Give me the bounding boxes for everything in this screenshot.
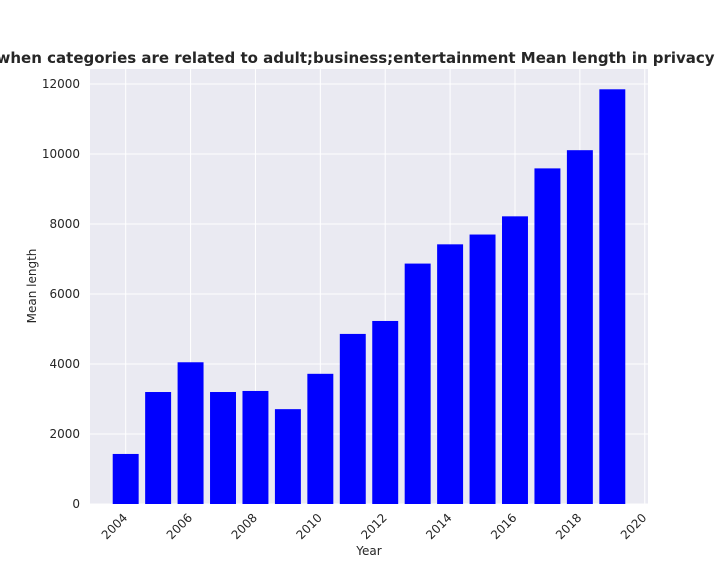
- bar: [274, 409, 301, 504]
- bar: [566, 150, 593, 504]
- x-tick-label: 2018: [553, 511, 584, 542]
- y-tick-label: 4000: [49, 357, 80, 371]
- bar: [339, 333, 366, 504]
- x-tick-labels: 2004 2006 2008 2010 2012 2014 2016 2018 2020: [99, 511, 650, 542]
- bar: [404, 263, 431, 504]
- bars: [112, 89, 626, 505]
- bar: [307, 373, 334, 504]
- x-axis-label: Year: [355, 544, 381, 558]
- bar: [112, 453, 139, 504]
- bar: [437, 244, 464, 505]
- x-tick-label: 2012: [358, 511, 389, 542]
- y-tick-labels: 0 2000 4000 6000 8000 10000 12000: [42, 77, 80, 511]
- y-tick-label: 8000: [49, 217, 80, 231]
- bar: [502, 216, 528, 504]
- bar: [599, 89, 626, 504]
- x-tick-label: 2006: [164, 511, 195, 542]
- bar: [242, 390, 269, 504]
- x-tick-label: 2004: [99, 511, 130, 542]
- x-tick-label: 2016: [488, 511, 519, 542]
- plot-background: [90, 69, 648, 504]
- y-axis-label: Mean length: [25, 249, 39, 324]
- x-tick-label: 2008: [229, 511, 260, 542]
- y-tick-label: 10000: [42, 147, 80, 161]
- x-tick-label: 2020: [618, 511, 649, 542]
- bar: [469, 234, 496, 504]
- bar: [372, 320, 399, 504]
- y-tick-label: 2000: [49, 427, 80, 441]
- y-tick-label: 6000: [49, 287, 80, 301]
- y-tick-label: 12000: [42, 77, 80, 91]
- bar: [534, 168, 561, 504]
- bar: [177, 362, 204, 504]
- chart-title: Mean length when categories are related …: [0, 49, 720, 67]
- x-tick-label: 2014: [423, 511, 454, 542]
- x-tick-label: 2010: [293, 511, 324, 542]
- y-tick-label: 0: [72, 497, 80, 511]
- bar: [145, 392, 172, 504]
- bar: [210, 392, 236, 504]
